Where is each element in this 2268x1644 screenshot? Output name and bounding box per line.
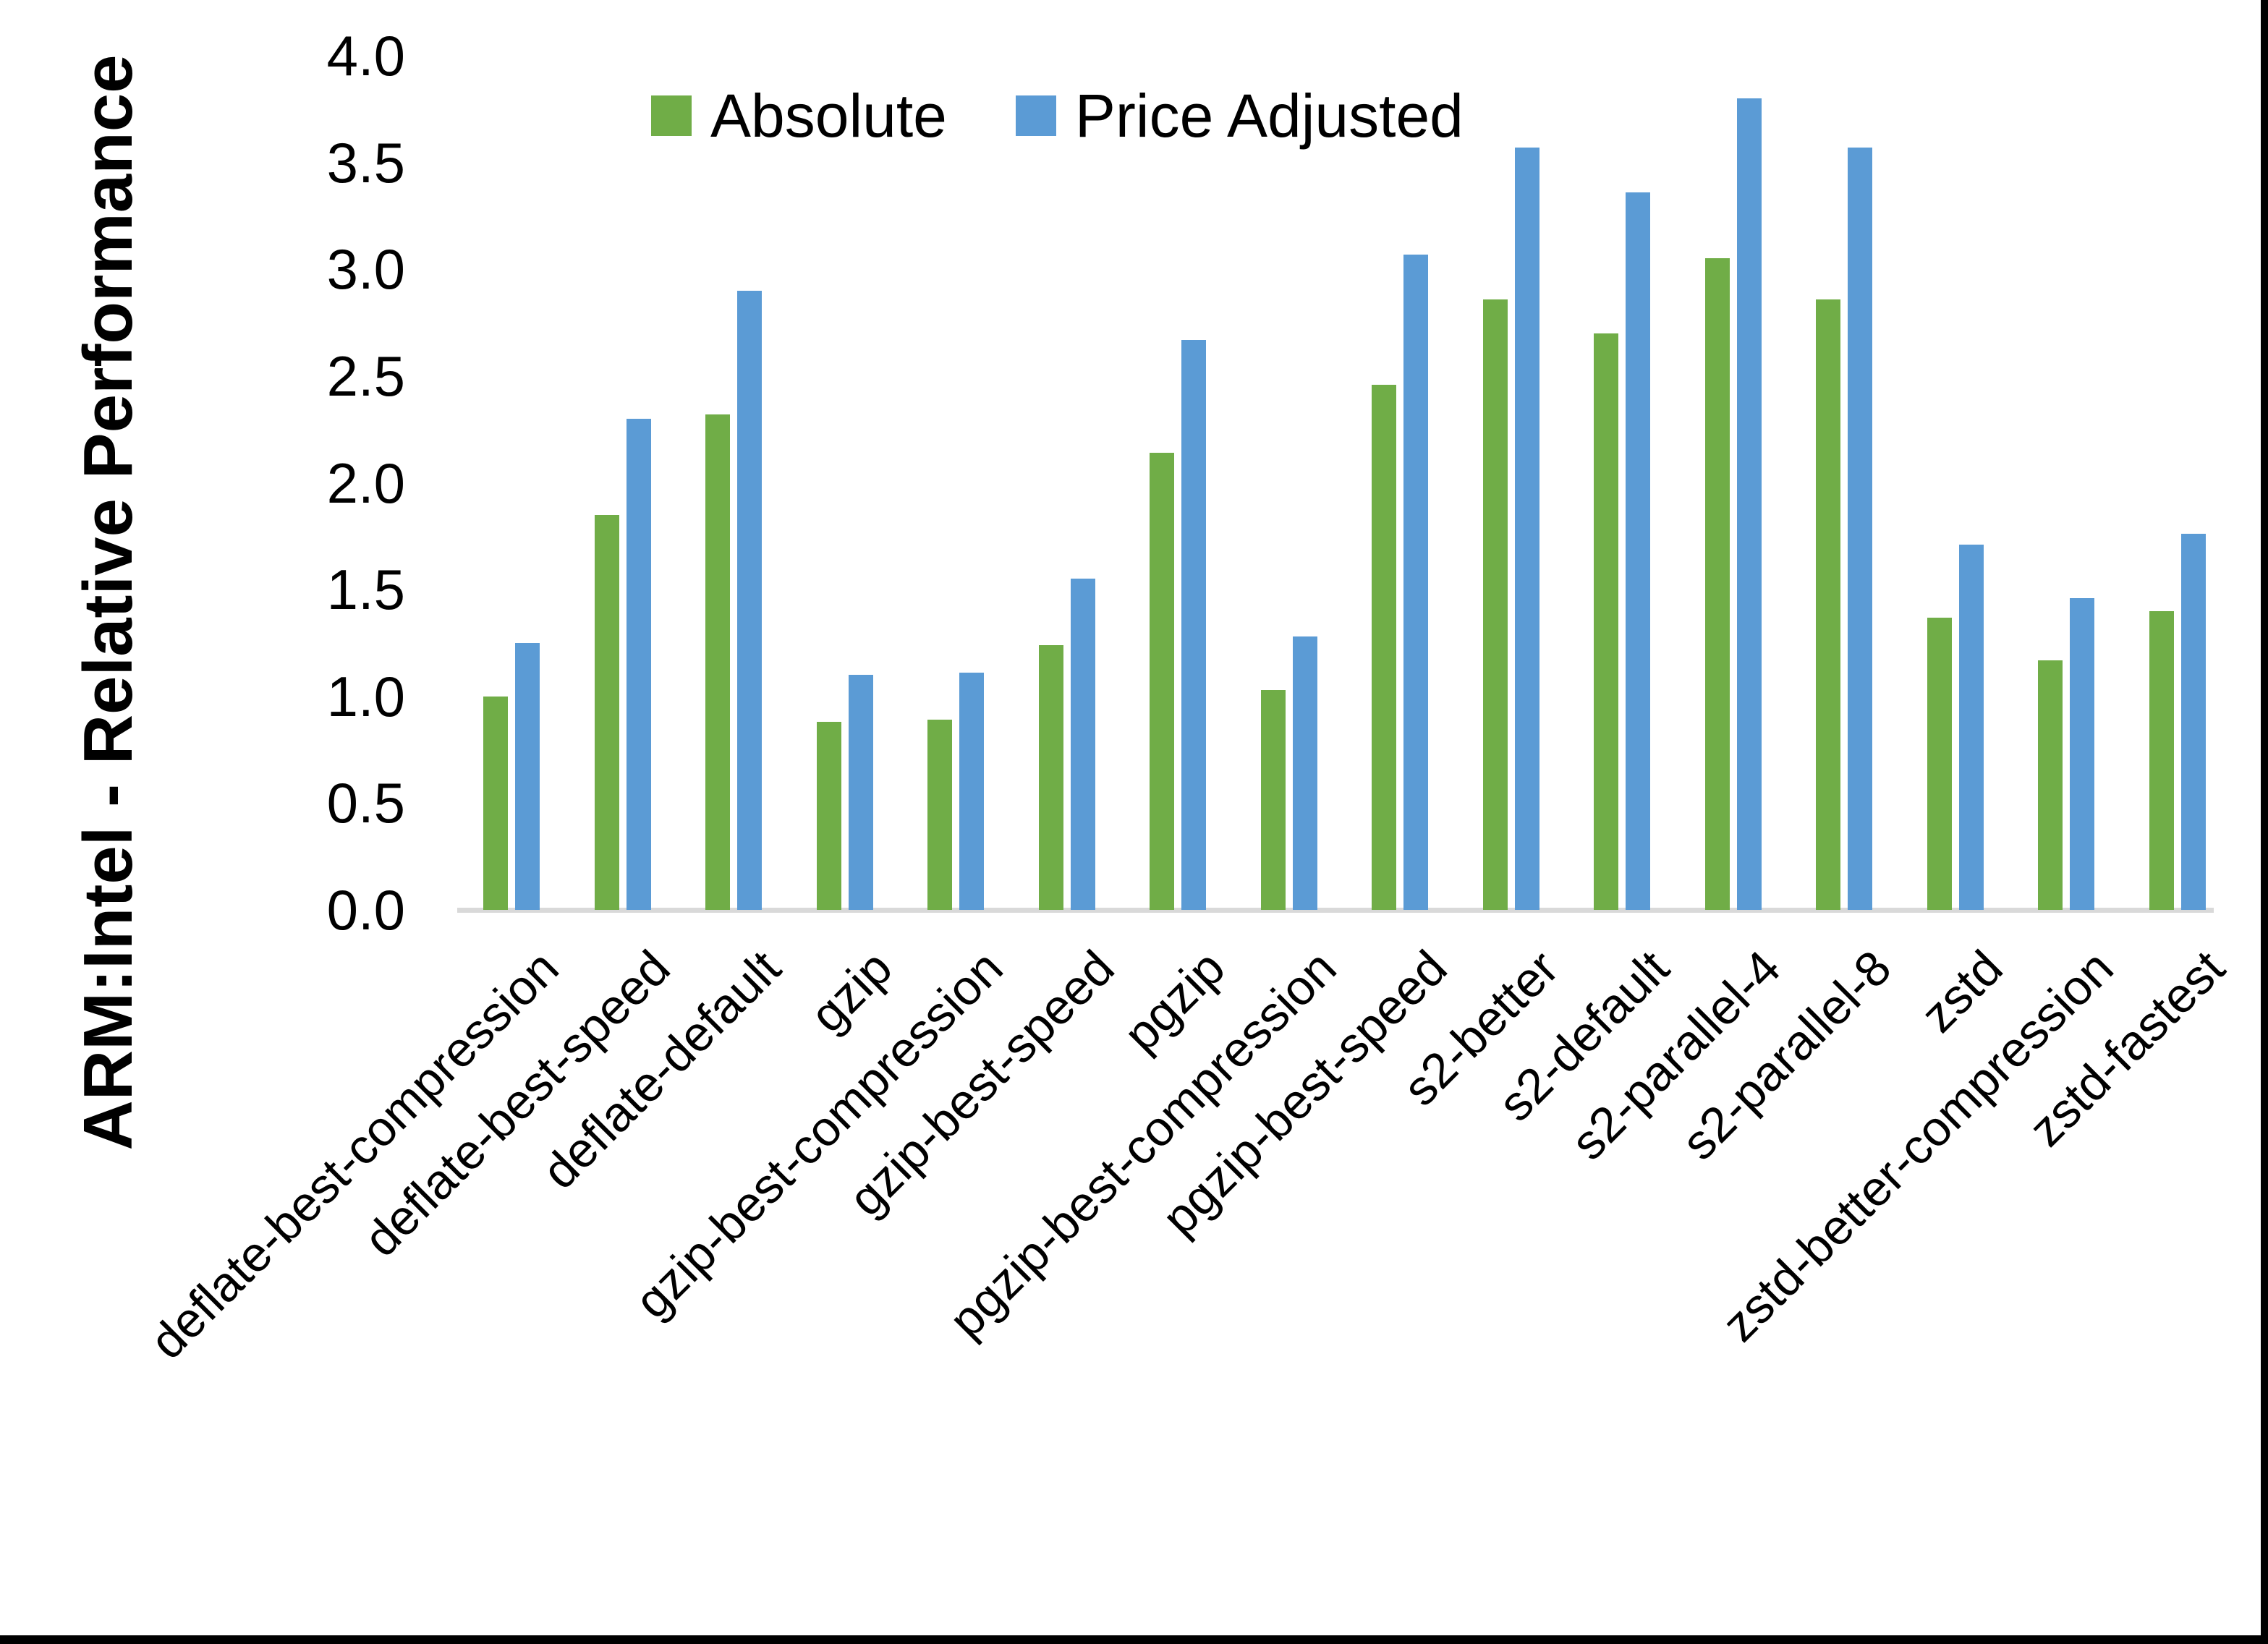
- y-axis-tick-label: 4.0: [326, 24, 405, 88]
- bar-absolute: [594, 514, 619, 910]
- y-axis-tick-label: 3.5: [326, 130, 405, 195]
- bar-price-adjusted: [626, 418, 651, 910]
- bar-price-adjusted: [1958, 545, 1984, 910]
- bar-absolute: [2149, 610, 2174, 910]
- x-axis-line: [457, 908, 2214, 913]
- bar-price-adjusted: [2070, 597, 2094, 910]
- bar-absolute: [483, 696, 508, 910]
- bar-absolute: [2038, 660, 2063, 910]
- bar-absolute: [1260, 689, 1286, 910]
- bar-absolute: [1927, 617, 1952, 910]
- y-axis-tick-label: 2.0: [326, 451, 405, 515]
- y-axis-tick-label: 1.0: [326, 664, 405, 728]
- bar-price-adjusted: [1292, 636, 1317, 910]
- bar-price-adjusted: [737, 290, 762, 910]
- bar-price-adjusted: [848, 675, 873, 910]
- bar-absolute: [1038, 644, 1063, 910]
- legend-item-absolute: Absolute: [651, 85, 947, 146]
- bar-absolute: [1704, 258, 1730, 910]
- bar-price-adjusted: [1070, 579, 1095, 910]
- bar-price-adjusted: [1848, 147, 1872, 910]
- legend-label: Price Adjusted: [1074, 82, 1464, 150]
- bar-absolute: [927, 720, 952, 910]
- bar-price-adjusted: [1736, 98, 1762, 910]
- y-axis-title: ARM:Intel - Relative Performance: [69, 54, 147, 1151]
- bar-absolute: [705, 414, 730, 910]
- y-axis-tick-label: 1.5: [326, 558, 405, 622]
- legend-item-price-adjusted: Price Adjusted: [1015, 82, 1464, 150]
- bar-price-adjusted: [1181, 339, 1206, 910]
- y-axis-tick-label: 2.5: [326, 344, 405, 408]
- bar-price-adjusted: [515, 642, 540, 910]
- bar-price-adjusted: [2180, 534, 2206, 910]
- legend-label: Absolute: [710, 82, 947, 150]
- bar-price-adjusted: [1626, 192, 1650, 910]
- y-axis-tick-label: 0.5: [326, 771, 405, 835]
- bar-absolute: [1150, 453, 1174, 910]
- y-axis-tick-label: 3.0: [326, 237, 405, 302]
- bar-absolute: [1816, 299, 1840, 910]
- bar-absolute: [1372, 384, 1396, 910]
- bar-price-adjusted: [1403, 254, 1428, 910]
- price-adjusted-swatch-icon: [1015, 95, 1056, 136]
- bar-absolute: [1594, 333, 1618, 910]
- bar-price-adjusted: [959, 673, 984, 910]
- bar-price-adjusted: [1514, 147, 1539, 910]
- bar-absolute: [816, 722, 841, 910]
- legend: Absolute Price Adjusted: [651, 85, 1464, 146]
- absolute-swatch-icon: [651, 95, 692, 136]
- y-axis-tick-label: 0.0: [326, 878, 405, 942]
- bar-absolute: [1482, 299, 1508, 910]
